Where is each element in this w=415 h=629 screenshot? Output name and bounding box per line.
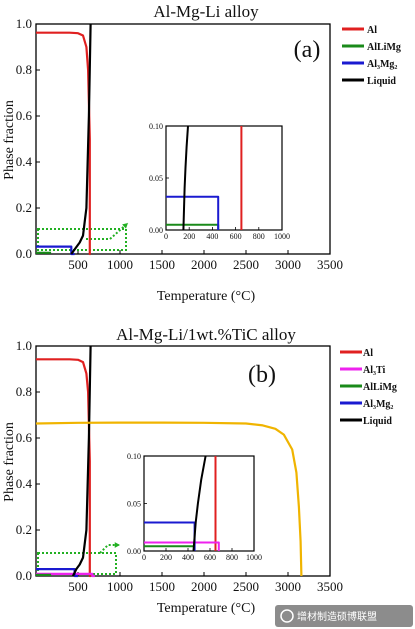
x-tick-label-b: 2000 [191, 579, 217, 594]
chart-title-b: Al-Mg-Li/1wt.%TiC alloy [116, 325, 296, 344]
series-line-b-4 [72, 345, 92, 577]
x-tick-label-b: 2500 [233, 579, 259, 594]
x-tick-label-a: 500 [68, 257, 88, 272]
inset-series-line-b-1 [144, 541, 220, 551]
inset-x-tick-label-b: 800 [226, 553, 238, 562]
y-tick-label-a: 0.2 [16, 200, 32, 215]
inset-x-tick-label-b: 600 [204, 553, 216, 562]
plot-frame-a [35, 23, 331, 255]
y-tick-label-a: 0.0 [16, 246, 32, 261]
y-axis-title-b: Phase fraction [2, 422, 17, 502]
y-tick-label-b: 0.8 [16, 384, 32, 399]
y-tick-label-a: 0.6 [16, 108, 33, 123]
zoom-arrowhead-a [122, 223, 128, 229]
chart-title-a: Al-Mg-Li alloy [153, 2, 259, 21]
series-line-b-5 [35, 421, 303, 577]
zoom-arrowhead-b [114, 542, 120, 548]
inset-x-tick-label-a: 600 [230, 232, 242, 241]
watermark-background [275, 605, 413, 627]
inset-y-tick-label-a: 0.10 [149, 122, 163, 131]
x-tick-label-b: 1000 [107, 579, 133, 594]
inset-y-tick-label-b: 0.00 [127, 547, 141, 556]
inset-y-tick-label-a: 0.00 [149, 226, 163, 235]
zoom-arrow-a [86, 222, 129, 240]
x-tick-label-a: 1500 [149, 257, 175, 272]
y-tick-label-b: 0.6 [16, 430, 33, 445]
y-tick-label-b: 1.0 [16, 338, 32, 353]
inset-y-tick-label-a: 0.05 [149, 174, 163, 183]
y-tick-label-a: 1.0 [16, 16, 32, 31]
inset-x-tick-label-a: 200 [183, 232, 195, 241]
legend-label-a-0: Al [367, 25, 377, 36]
inset-x-tick-label-b: 1000 [246, 553, 262, 562]
x-tick-label-a: 3000 [275, 257, 301, 272]
watermark-text: 增材制造硕博联盟 [297, 610, 377, 623]
legend-label-a-3: Liquid [367, 76, 396, 87]
panel-label-b: (b) [248, 362, 276, 388]
inset-x-tick-label-a: 400 [206, 232, 218, 241]
inset-x-tick-label-a: 0 [164, 232, 168, 241]
y-tick-label-a: 0.4 [16, 154, 33, 169]
x-tick-label-b: 3500 [317, 579, 343, 594]
plot-frame-b [35, 345, 331, 577]
x-axis-title-a: Temperature (°C) [157, 289, 256, 304]
inset-y-tick-label-b: 0.10 [127, 452, 141, 461]
y-axis-title-a: Phase fraction [2, 100, 17, 180]
legend-label-b-0: Al [363, 348, 373, 359]
x-tick-label-a: 3500 [317, 257, 343, 272]
series-line-a-2 [36, 245, 75, 256]
series-line-b-0 [36, 358, 91, 578]
watermark: 增材制造硕博联盟 [275, 605, 413, 627]
inset-series-line-a-3 [182, 125, 189, 231]
inset-y-tick-label-b: 0.05 [127, 500, 141, 509]
y-tick-label-b: 0.4 [16, 476, 33, 491]
x-tick-label-b: 500 [68, 579, 88, 594]
series-line-b-1 [36, 572, 95, 578]
inset-x-tick-label-a: 1000 [274, 232, 290, 241]
inset-x-tick-label-b: 0 [142, 553, 146, 562]
x-axis-title-b: Temperature (°C) [157, 601, 256, 616]
panel-label-a: (a) [294, 37, 321, 63]
legend-label-b-2: AlLiMg [363, 382, 397, 393]
x-tick-label-a: 2500 [233, 257, 259, 272]
inset-x-tick-label-b: 400 [182, 553, 194, 562]
inset-frame-b [143, 455, 255, 552]
watermark-logo-icon [280, 609, 294, 623]
x-tick-label-b: 1500 [149, 579, 175, 594]
series-line-a-3 [70, 23, 92, 255]
legend-label-b-4: Liquid [363, 416, 392, 427]
y-tick-label-b: 0.0 [16, 568, 32, 583]
y-tick-label-a: 0.8 [16, 62, 32, 77]
legend-label-a-1: AlLiMg [367, 42, 401, 53]
legend-label-b-1: Al₃Ti [363, 365, 385, 376]
zoom-region-box-b [37, 552, 117, 575]
x-tick-label-a: 1000 [107, 257, 133, 272]
legend-label-a-2: Al₃Mg₂ [367, 59, 397, 70]
series-line-a-0 [36, 31, 91, 256]
inset-series-line-b-4 [192, 455, 207, 552]
legend-label-b-3: Al₃Mg₂ [363, 399, 393, 410]
y-tick-label-b: 0.2 [16, 522, 32, 537]
zoom-region-box-a [37, 228, 127, 251]
x-tick-label-b: 3000 [275, 579, 301, 594]
inset-x-tick-label-a: 800 [253, 232, 265, 241]
x-tick-label-a: 2000 [191, 257, 217, 272]
inset-x-tick-label-b: 200 [160, 553, 172, 562]
